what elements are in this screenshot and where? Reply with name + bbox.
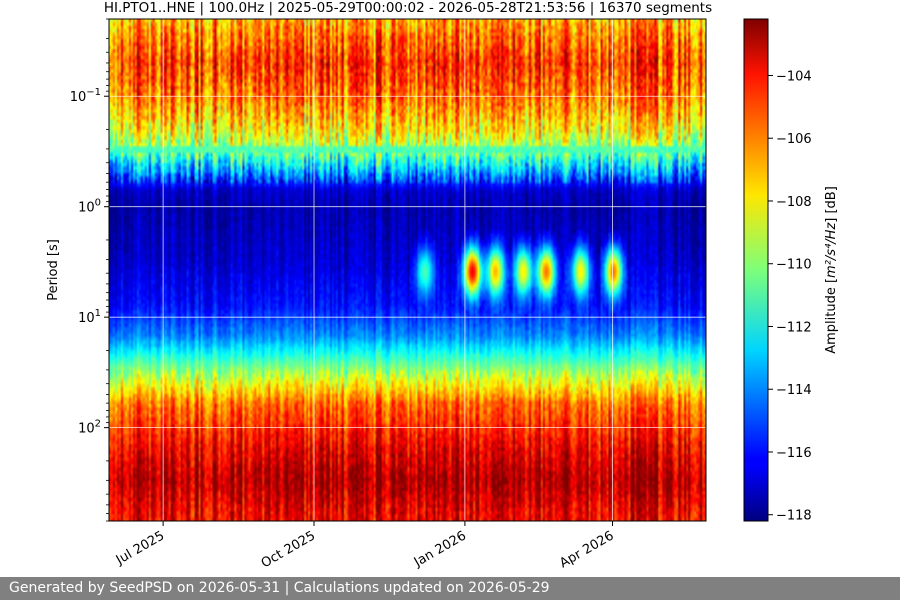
colorbar-ticks: −104 −106 −108 −110 −112 −114 −116 −118	[768, 69, 812, 524]
x-axis: Jul 2025 Oct 2025 Jan 2026 Apr 2026	[113, 521, 617, 571]
grid-lines	[109, 19, 706, 521]
x-tick-label-1: Oct 2025	[259, 528, 318, 571]
y-tick-label-0: 10−1	[70, 87, 101, 105]
colorbar-tick-label-6: −116	[776, 446, 812, 461]
colorbar-tick-label-2: −108	[776, 195, 812, 210]
y-tick-label-2: 101	[78, 308, 101, 326]
x-tick-label-0: Jul 2025	[113, 528, 167, 568]
footer-text: Generated by SeedPSD on 2026-05-31 | Cal…	[9, 580, 550, 596]
colorbar-tick-label-1: −106	[776, 132, 812, 147]
x-tick-label-2: Jan 2026	[411, 528, 469, 570]
spectrogram-heatmap	[109, 19, 706, 521]
colorbar-tick-label-4: −112	[776, 320, 812, 335]
y-tick-label-3: 102	[78, 419, 101, 437]
heatmap-image	[109, 19, 706, 521]
colorbar-tick-label-5: −114	[776, 383, 812, 398]
colorbar-tick-label-0: −104	[776, 69, 812, 84]
colorbar: −104 −106 −108 −110 −112 −114 −116 −118 Amplitu…	[743, 18, 839, 524]
colorbar-tick-label-3: −110	[776, 258, 812, 273]
plot-frame	[108, 18, 707, 522]
colorbar-scale	[743, 18, 769, 522]
colorbar-tick-label-7: −118	[776, 509, 812, 524]
x-tick-label-3: Apr 2026	[557, 528, 616, 571]
colorbar-label: Amplitude [m²/s⁴/Hz] [dB]	[824, 186, 839, 354]
chart-title: HI.PTO1..HNE | 100.0Hz | 2025-05-29T00:0…	[104, 0, 712, 16]
footer-bar: Generated by SeedPSD on 2026-05-31 | Cal…	[0, 577, 900, 600]
y-axis-label: Period [s]	[46, 239, 61, 301]
y-axis: 10−1 100 101 102	[70, 18, 109, 522]
y-tick-label-1: 100	[78, 198, 101, 216]
